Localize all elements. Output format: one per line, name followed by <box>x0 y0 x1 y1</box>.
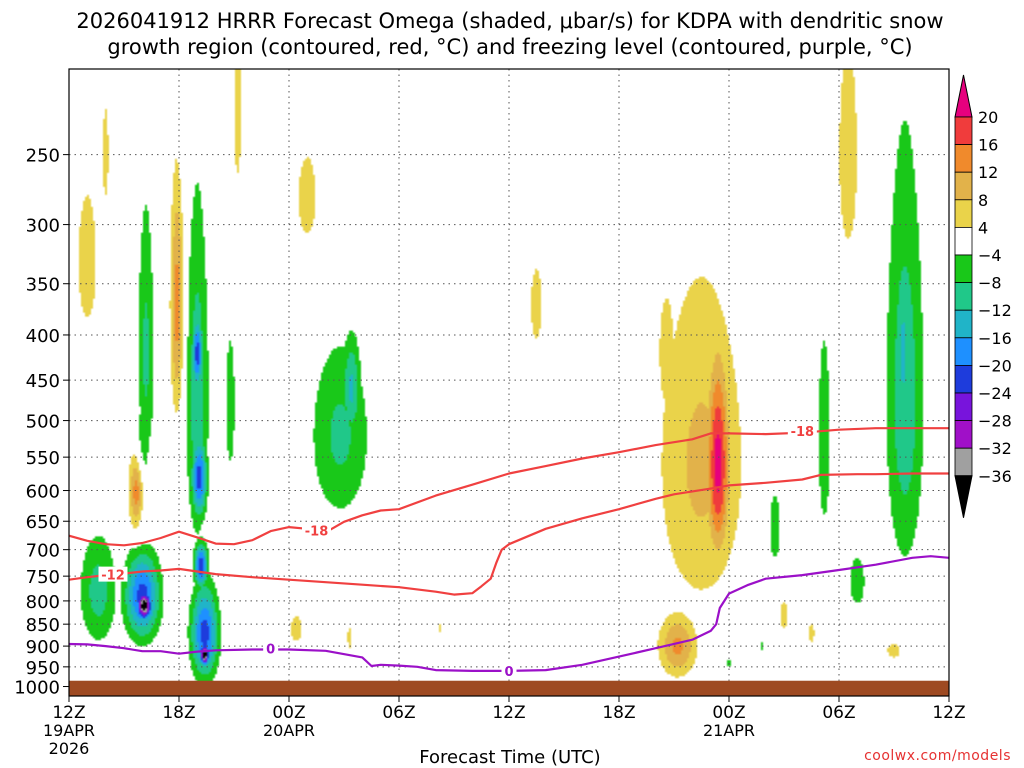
ground-layer <box>69 680 949 696</box>
y-tick-label-950: 950 <box>26 658 60 679</box>
y-tick-label-550: 550 <box>26 448 60 469</box>
colorbar-label-9: −20 <box>978 356 1012 375</box>
contour-label-4: 0 <box>504 665 513 680</box>
colorbar-label-0: 20 <box>978 108 998 127</box>
colorbar-bin-1 <box>954 116 973 146</box>
y-tick-label-900: 900 <box>26 637 60 658</box>
contour-label-2: -18 <box>791 425 815 440</box>
contours: -12 -18 -18 0 0 <box>69 423 949 680</box>
colorbar-label-6: −8 <box>978 274 1002 293</box>
y-tick-label-700: 700 <box>26 541 60 562</box>
y-tick-label-450: 450 <box>26 371 60 392</box>
contour-line-2 <box>69 555 949 672</box>
x-tick-label-30: 18Z <box>602 703 635 723</box>
contour-label-bg-2 <box>787 423 817 439</box>
colorbar-bin-8 <box>954 309 973 339</box>
colorbar: 20 16 12 8 4 −4 −8 −12 −16 −20 −24 −28 −32 −36 <box>954 74 1012 518</box>
y-tick-label-600: 600 <box>26 482 60 503</box>
title-line-2: growth region (contoured, red, °C) and f… <box>107 35 912 59</box>
y-axis: 2503003504004505005506006507007508008509… <box>14 146 69 699</box>
contour-line-1 <box>69 427 949 547</box>
x-tick-label-36: 00Z <box>712 703 745 723</box>
y-tick-label-1000: 1000 <box>14 678 60 699</box>
x-tick-date-36: 21APR <box>703 721 755 740</box>
colorbar-bottom-arrow <box>954 475 973 518</box>
x-tick-label-6: 18Z <box>162 703 195 723</box>
colorbar-bin-6 <box>954 254 973 284</box>
contour-label-bg-1 <box>302 522 331 538</box>
y-tick-label-500: 500 <box>26 412 60 433</box>
colorbar-bin-13 <box>954 447 973 477</box>
colorbar-bin-4 <box>954 199 973 228</box>
x-tick-label-24: 12Z <box>492 703 525 723</box>
y-tick-label-800: 800 <box>26 592 60 613</box>
x-axis-label: Forecast Time (UTC) <box>419 747 600 768</box>
x-tick-date-0: 19APR <box>43 721 95 740</box>
credit-text: coolwx.com/models <box>864 748 1011 764</box>
colorbar-bin-5 <box>954 226 973 256</box>
colorbar-bin-9 <box>954 337 973 366</box>
colorbar-bin-10 <box>954 364 973 394</box>
colorbar-label-3: 8 <box>978 191 988 210</box>
x-tick-label-12: 00Z <box>272 703 305 723</box>
contour-label-3: 0 <box>266 643 275 658</box>
colorbar-label-1: 16 <box>978 136 998 155</box>
contour-label-1: -18 <box>305 525 329 540</box>
y-tick-label-350: 350 <box>26 275 60 296</box>
contour-label-bg-0 <box>98 566 128 582</box>
contour-label-bg-4 <box>501 662 517 678</box>
y-tick-label-400: 400 <box>26 326 60 347</box>
colorbar-bin-2 <box>954 144 973 173</box>
colorbar-label-13: −36 <box>978 467 1012 486</box>
x-tick-label-18: 06Z <box>382 703 415 723</box>
y-tick-label-650: 650 <box>26 512 60 533</box>
y-tick-label-750: 750 <box>26 567 60 588</box>
y-tick-label-850: 850 <box>26 615 60 636</box>
colorbar-label-11: −28 <box>978 412 1012 431</box>
colorbar-label-2: 12 <box>978 163 998 182</box>
contour-line-0 <box>69 472 949 596</box>
y-tick-label-250: 250 <box>26 146 60 167</box>
x-tick-label-48: 12Z <box>932 703 965 723</box>
colorbar-label-10: −24 <box>978 384 1012 403</box>
contour-label-0: -12 <box>101 569 125 584</box>
colorbar-bin-11 <box>954 392 973 422</box>
colorbar-bin-3 <box>954 171 973 201</box>
y-tick-label-300: 300 <box>26 216 60 237</box>
colorbar-label-7: −12 <box>978 301 1012 320</box>
x-tick-date-12: 20APR <box>263 721 315 740</box>
colorbar-bin-7 <box>954 282 973 311</box>
colorbar-label-5: −4 <box>978 246 1002 265</box>
x-tick-year-0: 2026 <box>49 739 90 758</box>
contour-label-bg-3 <box>263 640 279 656</box>
colorbar-top-arrow <box>954 74 973 118</box>
colorbar-label-4: 4 <box>978 218 988 237</box>
title-line-1: 2026041912 HRRR Forecast Omega (shaded, … <box>76 9 943 33</box>
x-tick-label-42: 06Z <box>822 703 855 723</box>
x-tick-label-0: 12Z <box>52 703 85 723</box>
colorbar-label-12: −32 <box>978 439 1012 458</box>
colorbar-bin-12 <box>954 420 973 449</box>
colorbar-label-8: −16 <box>978 329 1012 348</box>
